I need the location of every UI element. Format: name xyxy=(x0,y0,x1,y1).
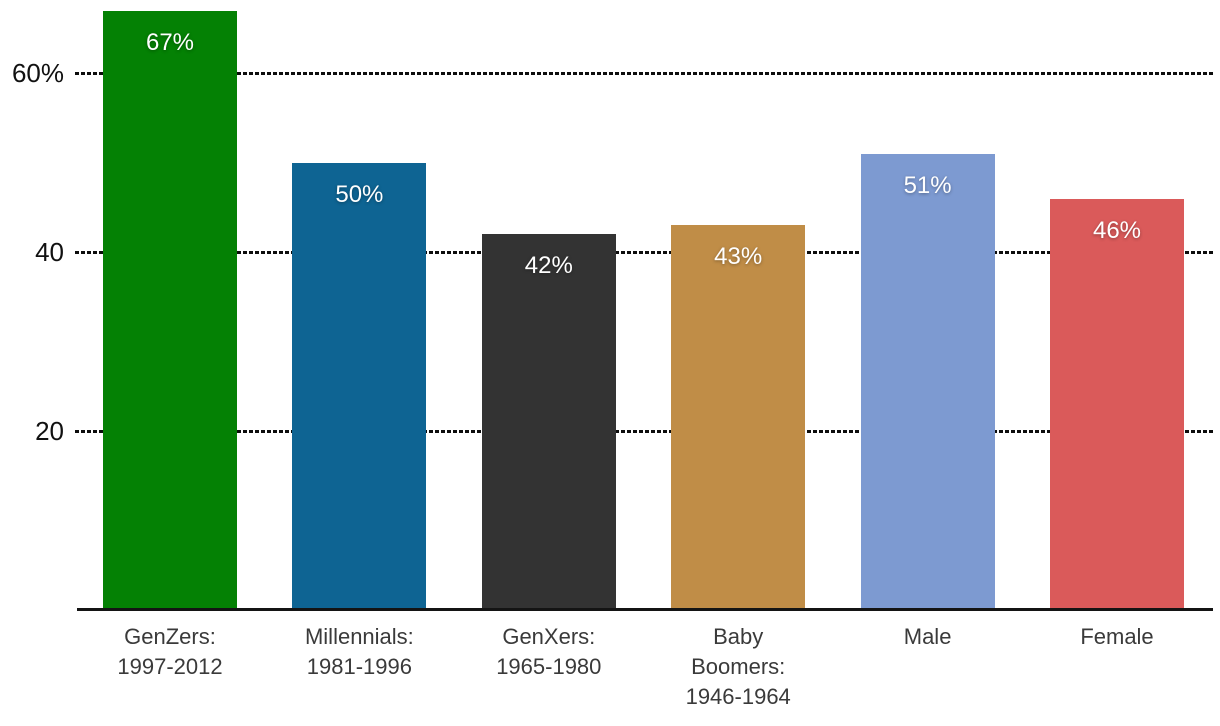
bar: 46% xyxy=(1050,198,1184,610)
bar: 43% xyxy=(671,225,806,610)
bar: 50% xyxy=(292,162,427,610)
x-axis-category-label: GenZers: 1997-2012 xyxy=(117,624,223,679)
x-axis-category-label: Millennials: 1981-1996 xyxy=(304,624,414,679)
bar-value-label: 50% xyxy=(335,180,384,208)
x-axis-category-label: Female xyxy=(1080,624,1154,649)
bar-value-label: 42% xyxy=(524,252,573,280)
bar-value-label: 46% xyxy=(1092,216,1142,244)
bar: 67% xyxy=(103,10,237,610)
x-axis-category-label: Male xyxy=(903,624,952,649)
gridline-60 xyxy=(75,71,1213,75)
x-axis-category-label: Baby Boomers: 1946-1964 xyxy=(685,624,791,709)
y-axis-tick-label: 20 xyxy=(35,416,64,447)
bar: 42% xyxy=(481,234,616,610)
x-axis-line xyxy=(77,608,1213,611)
gridline-20 xyxy=(75,429,1213,433)
bar: 51% xyxy=(860,153,995,610)
bar-value-label: 67% xyxy=(145,28,195,56)
bar-value-label: 43% xyxy=(714,243,763,271)
plot-area: 20 40 60% 67% 50% 42% 43% 51% 46% xyxy=(11,10,1213,610)
x-axis-category-label: GenXers: 1965-1980 xyxy=(496,624,602,679)
y-axis-tick-label: 40 xyxy=(35,237,64,268)
y-axis-tick-label: 60% xyxy=(11,58,64,89)
gridline-40 xyxy=(75,250,1213,254)
bar-value-label: 51% xyxy=(903,171,952,199)
